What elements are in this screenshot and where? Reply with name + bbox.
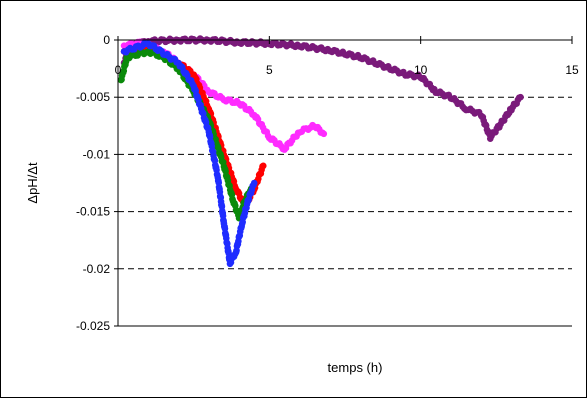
y-axis-title: ΔpH/Δt — [25, 162, 40, 204]
axes — [117, 39, 572, 327]
data-point — [250, 179, 258, 187]
gridlines — [118, 96, 572, 327]
x-tick-label: 15 — [565, 63, 579, 77]
series-0 — [120, 35, 524, 142]
x-tick-label: 10 — [414, 63, 428, 77]
y-tick-label: -0.02 — [83, 262, 111, 276]
x-tick-label: 0 — [115, 63, 122, 77]
series-2 — [120, 41, 267, 210]
series-4 — [120, 40, 258, 268]
data-point — [259, 162, 267, 170]
data-point — [320, 130, 328, 138]
y-tick-label: -0.015 — [76, 205, 110, 219]
y-tick-labels: 0 -0.005 -0.01 -0.015 -0.02 -0.025 — [76, 33, 118, 333]
x-tick-label: 5 — [266, 63, 273, 77]
series-layer — [117, 35, 524, 268]
x-tick-labels: 0 5 10 15 — [115, 36, 579, 77]
y-tick-label: -0.025 — [76, 319, 110, 333]
y-tick-label: -0.01 — [83, 147, 111, 161]
y-tick-label: -0.005 — [76, 90, 110, 104]
data-point — [517, 93, 524, 101]
x-axis-title: temps (h) — [328, 360, 383, 375]
y-tick-label: 0 — [103, 33, 110, 47]
